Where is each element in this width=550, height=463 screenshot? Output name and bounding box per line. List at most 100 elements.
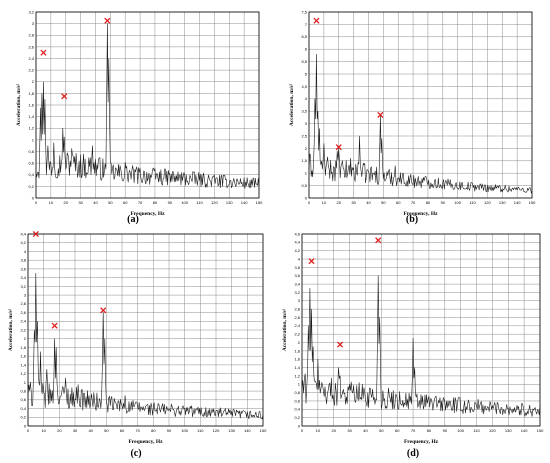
spectrum-chart-d: 0 10 20 30 40 50 60 70 80 90 100 110 120 130 140 150 0 0,… [282, 231, 544, 445]
y-tick-label-2: 0,4 [28, 172, 34, 177]
peak-marker-1 [51, 322, 58, 329]
x-tick-label-5: 50 [104, 428, 109, 433]
y-tick-label-13: 6,5 [301, 34, 307, 39]
y-tick-label-6: 1,2 [20, 371, 26, 376]
y-tick-label-22: 4,4 [294, 240, 300, 245]
y-tick-label-12: 2,4 [28, 56, 34, 61]
y-tick-label-17: 3,4 [20, 275, 26, 280]
y-tick-label-8: 4 [305, 96, 308, 101]
caption-d: (d) [406, 448, 420, 459]
x-tick-label-10: 100 [454, 200, 461, 205]
y-tick-label-12: 2,4 [294, 323, 300, 328]
y-tick-label-0: 0 [32, 195, 35, 200]
x-tick-label-13: 130 [505, 428, 512, 433]
y-tick-label-5: 1 [298, 382, 301, 387]
x-tick-label-10: 100 [457, 428, 464, 433]
chart-panel-b: 0 10 20 30 40 50 60 70 80 90 100 110 120 130 140 150 0 0,… [287, 6, 537, 218]
x-tick-label-5: 50 [381, 200, 386, 205]
y-axis-label: Acceleration, m/s² [282, 309, 288, 352]
x-tick-label-14: 140 [244, 428, 251, 433]
y-tick-label-0: 0 [298, 423, 301, 428]
y-tick-label-0: 0 [24, 423, 27, 428]
spectrum-chart-c: 0 10 20 30 40 50 60 70 80 90 100 110 120 130 140 150 0 0,… [8, 230, 267, 445]
y-tick-label-4: 2 [305, 146, 308, 151]
y-tick-label-20: 4 [298, 256, 301, 261]
x-tick-label-2: 20 [332, 428, 337, 433]
peak-marker-0 [32, 230, 39, 238]
y-tick-label-15: 3 [298, 298, 301, 303]
x-tick-label-3: 30 [78, 200, 83, 205]
y-tick-label-3: 0,6 [294, 398, 300, 403]
y-tick-label-10: 2 [32, 79, 35, 84]
y-tick-label-6: 1,2 [28, 126, 34, 131]
spectrum-trace [301, 275, 541, 417]
y-axis-label: Acceleration, m/s² [16, 84, 22, 127]
x-tick-label-14: 140 [521, 428, 528, 433]
x-tick-label-5: 50 [379, 428, 384, 433]
x-tick-label-4: 40 [366, 200, 371, 205]
y-tick-label-9: 1,8 [20, 345, 26, 350]
y-tick-label-13: 2,6 [20, 310, 26, 315]
x-tick-label-6: 60 [395, 428, 400, 433]
x-tick-label-8: 80 [426, 200, 431, 205]
x-tick-label-0: 0 [301, 428, 304, 433]
plot-frame [27, 233, 264, 427]
x-tick-label-10: 100 [181, 428, 188, 433]
y-tick-label-1: 0,2 [20, 415, 26, 420]
y-tick-label-8: 1,6 [28, 102, 34, 107]
y-tick-labels: 0 0,2 0,4 0,6 0,8 1 1,2 1,4 1,6 1,8 2 2,2 2,4 2,6 2,8 3… [20, 231, 26, 428]
spectrum-trace [308, 53, 533, 194]
x-tick-label-7: 70 [138, 200, 143, 205]
x-tick-labels: 0 10 20 30 40 50 60 70 80 90 100 110 120 130 140 150 [301, 428, 544, 433]
peak-marker-0 [313, 17, 320, 24]
y-tick-label-20: 4 [24, 249, 27, 254]
x-tick-label-15: 150 [256, 200, 263, 205]
y-tick-label-11: 2,2 [294, 332, 300, 337]
y-tick-label-9: 4,5 [301, 84, 307, 89]
y-tick-label-14: 7 [305, 22, 308, 27]
y-tick-label-11: 2,2 [28, 68, 34, 73]
y-tick-label-4: 0,8 [28, 149, 34, 154]
y-tick-label-1: 0,2 [294, 415, 300, 420]
x-tick-label-0: 0 [27, 428, 30, 433]
y-tick-label-15: 7,5 [301, 9, 307, 14]
y-tick-label-19: 3,8 [20, 258, 26, 263]
x-tick-label-1: 10 [49, 200, 54, 205]
y-tick-label-15: 3 [24, 292, 27, 297]
y-tick-label-10: 2 [298, 340, 301, 345]
x-tick-label-11: 110 [469, 200, 476, 205]
x-tick-label-15: 150 [529, 200, 536, 205]
y-tick-label-17: 3,4 [294, 281, 300, 286]
x-tick-label-4: 40 [88, 428, 93, 433]
y-tick-label-16: 3,2 [20, 284, 26, 289]
x-tick-labels: 0 10 20 30 40 50 60 70 80 90 100 110 120 130 140 150 [27, 428, 267, 433]
y-tick-label-4: 0,8 [20, 388, 26, 393]
spectrum-trace [35, 23, 260, 190]
x-axis-label: Frequency, Hz [128, 439, 163, 445]
y-tick-label-13: 2,6 [294, 315, 300, 320]
y-tick-label-2: 0,4 [20, 406, 26, 411]
y-tick-label-6: 3 [305, 121, 308, 126]
y-tick-label-16: 3,2 [294, 290, 300, 295]
y-tick-label-1: 0,2 [28, 184, 34, 189]
x-tick-label-9: 90 [441, 200, 446, 205]
y-tick-label-0: 0 [305, 195, 308, 200]
peak-marker-0 [308, 258, 315, 265]
peak-marker-2 [375, 237, 382, 244]
spectrum-trace [27, 272, 264, 420]
y-axis-label: Acceleration, m/s² [8, 309, 14, 352]
spectrum-chart-a: 0 10 20 30 40 50 60 70 80 90 100 110 120 130 140 150 0 0,… [16, 9, 263, 217]
y-tick-label-3: 1,5 [301, 158, 307, 163]
y-tick-label-1: 0,5 [301, 183, 307, 188]
y-tick-label-2: 0,4 [294, 407, 300, 412]
y-tick-label-14: 2,8 [20, 301, 26, 306]
caption-b: (b) [405, 214, 419, 225]
y-tick-label-10: 2 [24, 336, 27, 341]
grid [35, 11, 260, 199]
grid [27, 233, 264, 427]
x-tick-label-3: 30 [73, 428, 78, 433]
x-tick-label-1: 10 [322, 200, 327, 205]
y-tick-label-4: 0,8 [294, 390, 300, 395]
y-tick-labels: 0 0,5 1 1,5 2 2,5 3 3,5 4 4,5 5 5,5 6 6,5 7 7,5 [301, 9, 307, 200]
y-tick-label-18: 3,6 [20, 266, 26, 271]
